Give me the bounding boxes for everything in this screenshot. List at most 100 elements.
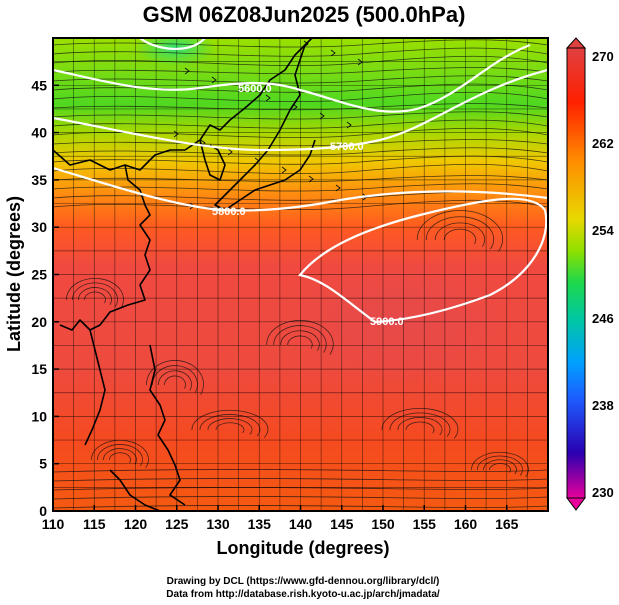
- streamline: [53, 91, 548, 102]
- streamline: [53, 147, 548, 156]
- x-tick-label: 110: [42, 516, 65, 532]
- streamline: [84, 291, 106, 304]
- map-title: GSM 06Z08Jun2025 (500.0hPa): [143, 2, 466, 27]
- streamline: [280, 330, 320, 351]
- streamline: [103, 448, 137, 465]
- x-axis: 110 115 120 125 130 135 140 145 150 155 160 165: [42, 505, 519, 532]
- x-tick-label: 140: [289, 516, 313, 532]
- colorbar-label-230: 230: [592, 485, 614, 500]
- streamline: [273, 325, 327, 353]
- streamline: [53, 39, 548, 48]
- contour-label-5700: 5700.0: [330, 141, 364, 153]
- credit-drawing: Drawing by DCL (https://www.gfd-dennou.o…: [167, 576, 440, 587]
- streamline: [405, 421, 435, 434]
- streamline: [53, 75, 548, 84]
- streamline-arrow: [173, 130, 179, 138]
- colorbar-label-246: 246: [592, 311, 614, 326]
- x-tick-label: 120: [124, 516, 148, 532]
- contour-5600-north: [139, 38, 206, 51]
- streamline: [53, 496, 548, 500]
- streamline: [416, 210, 504, 252]
- streamline-arrow: [238, 85, 244, 93]
- x-tick-label: 115: [83, 516, 106, 532]
- streamline: [191, 409, 269, 438]
- y-tick-label: 0: [39, 503, 47, 519]
- streamline: [53, 139, 548, 147]
- streamline: [443, 228, 477, 245]
- lat-lon-grid: [53, 38, 548, 511]
- contour-5800: [53, 166, 548, 212]
- streamline: [425, 216, 495, 250]
- y-tick-label: 25: [31, 267, 47, 283]
- colorbar-top-arrow: [565, 37, 587, 49]
- streamline: [381, 407, 459, 439]
- colorbar-label-238: 238: [592, 398, 614, 413]
- streamline: [72, 282, 118, 307]
- streamline: [483, 459, 517, 475]
- streamline: [109, 452, 131, 464]
- streamline: [53, 175, 548, 183]
- streamline: [53, 487, 548, 491]
- contour-5900: [298, 197, 548, 324]
- contour-label-5600: 5600.0: [238, 83, 272, 95]
- x-tick-label: 145: [330, 516, 354, 532]
- y-tick-label: 5: [39, 456, 47, 472]
- y-tick-label: 35: [31, 172, 47, 188]
- streamline-arrow: [227, 148, 233, 156]
- y-axis: 0 5 10 15 20 25 30 35 40 45: [31, 77, 59, 519]
- streamline: [389, 412, 451, 437]
- streamline: [53, 478, 548, 482]
- streamline: [146, 360, 204, 395]
- streamline: [434, 222, 486, 247]
- streamline: [199, 414, 261, 437]
- y-tick-label: 30: [31, 219, 47, 235]
- coast-philippines: [149, 344, 186, 506]
- coast-vietnam: [84, 329, 106, 446]
- streamline: [158, 370, 192, 391]
- streamline: [164, 375, 186, 389]
- streamline: [53, 67, 548, 75]
- streamline: [53, 199, 548, 210]
- x-tick-label: 165: [495, 516, 519, 532]
- colorbar-label-254: 254: [592, 223, 614, 238]
- contour-label-5800: 5800.0: [212, 206, 246, 218]
- coastlines: [53, 38, 316, 511]
- x-tick-label: 135: [248, 516, 272, 532]
- streamline: [53, 55, 548, 66]
- coast-borneo: [109, 469, 161, 511]
- coast-china: [59, 164, 151, 331]
- contour-label-5900: 5900.0: [370, 316, 404, 328]
- coast-asia: [53, 38, 313, 171]
- streamline: [53, 119, 548, 129]
- credit-data: Data from http://database.rish.kyoto-u.a…: [166, 589, 440, 600]
- streamline-arrow: [330, 49, 336, 57]
- contour-labels: 5600.0 5700.0 5800.0 5900.0: [212, 83, 404, 328]
- streamline: [207, 418, 253, 435]
- coast-korea: [199, 139, 226, 181]
- streamline-arrow: [265, 94, 271, 102]
- x-tick-label: 130: [206, 516, 230, 532]
- colorbar: 270 262 254 246 238 230: [565, 37, 614, 511]
- y-axis-label: Latitude (degrees): [4, 196, 24, 352]
- streamline-arrow: [211, 76, 217, 84]
- streamline: [53, 111, 548, 120]
- streamline-arrow: [308, 175, 314, 183]
- streamline: [266, 320, 334, 355]
- colorbar-label-262: 262: [592, 136, 614, 151]
- streamline: [53, 47, 548, 57]
- streamline: [53, 469, 548, 473]
- x-axis-label: Longitude (degrees): [216, 538, 389, 558]
- coast-japan: [214, 44, 316, 211]
- y-tick-label: 45: [31, 77, 47, 93]
- streamline: [91, 439, 149, 468]
- streamline: [287, 335, 313, 349]
- streamline: [215, 422, 245, 434]
- height-contours: [53, 38, 548, 324]
- streamline: [471, 451, 529, 478]
- x-tick-label: 155: [413, 516, 437, 532]
- streamline-arrow: [281, 166, 287, 174]
- colorbar-bottom-arrow: [566, 497, 586, 511]
- y-tick-label: 10: [31, 408, 47, 424]
- x-tick-label: 160: [454, 516, 478, 532]
